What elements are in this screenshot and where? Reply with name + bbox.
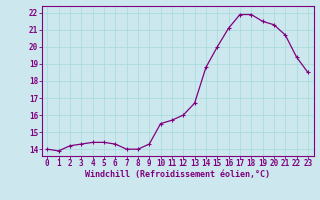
X-axis label: Windchill (Refroidissement éolien,°C): Windchill (Refroidissement éolien,°C) <box>85 170 270 179</box>
